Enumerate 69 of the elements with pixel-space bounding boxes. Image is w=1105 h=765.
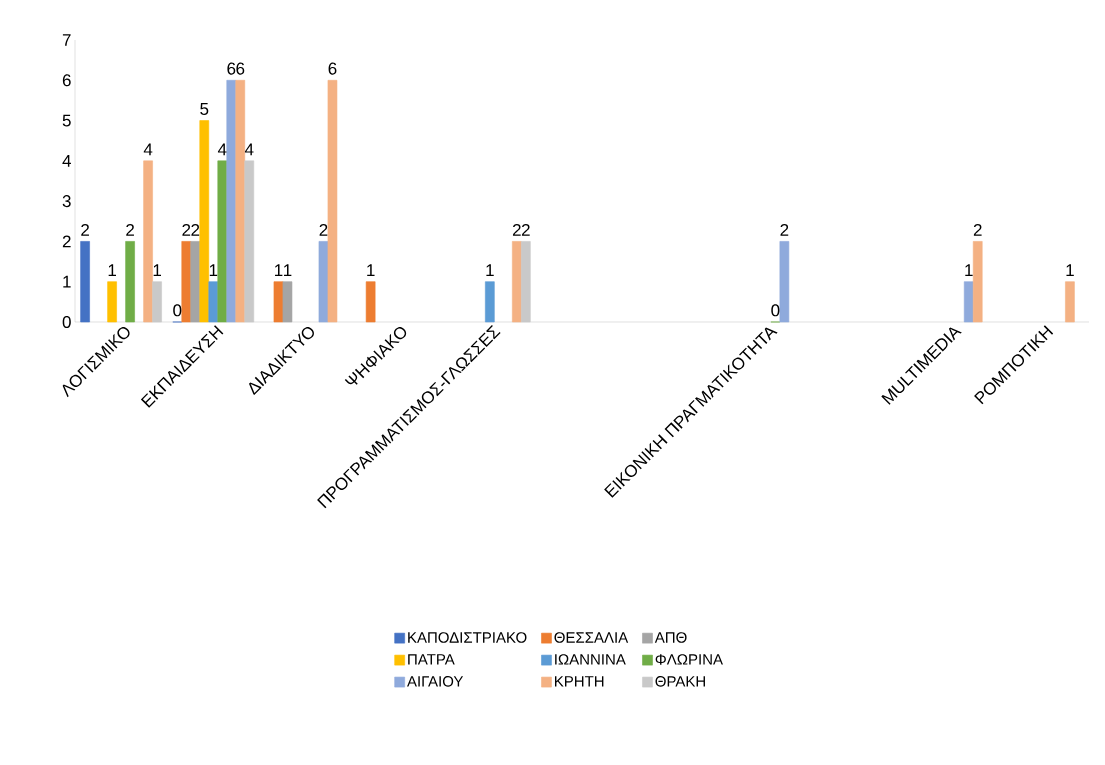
legend-label: ΚΡΗΤΗ [555, 676, 604, 687]
bar [521, 241, 531, 323]
bar [107, 281, 117, 323]
data-label: 1 [108, 264, 116, 277]
legend-label: ΘΕΣΣΑΛΙΑ [554, 632, 629, 643]
data-label: 1 [965, 264, 973, 277]
bar [485, 281, 495, 323]
data-label: 2 [973, 223, 982, 236]
y-tick-label: 6 [62, 74, 71, 87]
bar [190, 241, 201, 323]
bar [282, 281, 293, 323]
data-label: 6 [227, 62, 236, 75]
data-label: 4 [143, 143, 153, 156]
bar [365, 281, 376, 323]
bar [235, 79, 246, 323]
data-label: 1 [153, 264, 161, 277]
y-tick-label: 2 [62, 235, 71, 248]
data-label: 2 [521, 223, 530, 236]
bar [779, 241, 790, 323]
data-label: 2 [182, 223, 191, 236]
data-label: 2 [319, 223, 328, 236]
bar [199, 120, 210, 323]
y-tick-label: 5 [62, 114, 71, 127]
bar [963, 281, 974, 323]
bar [273, 281, 284, 323]
data-label: 1 [367, 264, 375, 277]
bar [226, 79, 237, 323]
data-label: 2 [126, 223, 134, 236]
bar [143, 160, 153, 323]
data-label: 6 [236, 62, 245, 75]
y-tick-label: 4 [62, 155, 71, 167]
data-label: 2 [81, 223, 89, 236]
bar [327, 79, 338, 323]
data-label: 0 [173, 304, 182, 317]
bar [80, 241, 90, 323]
data-label: 6 [328, 62, 337, 75]
legend-label: ΘΡΑΚΗ [655, 676, 705, 687]
bar [512, 241, 522, 323]
y-tick-label: 7 [62, 34, 71, 46]
y-tick-label: 1 [63, 275, 71, 288]
data-label: 1 [284, 264, 292, 277]
bar [972, 241, 983, 323]
bar [1065, 281, 1075, 323]
data-label: 4 [217, 143, 227, 156]
legend-label: ΙΩΑΝΝΙΝΑ [555, 654, 626, 665]
bar [217, 160, 228, 323]
data-label: 1 [486, 264, 494, 277]
legend-label: ΚΑΠΟΔΙΣΤΡΙΑΚΟ [408, 632, 527, 643]
bar [244, 160, 255, 323]
data-label: 2 [512, 223, 521, 236]
data-label: 1 [275, 264, 283, 277]
data-label: 4 [244, 143, 254, 156]
bar [208, 281, 219, 323]
bar [181, 241, 192, 323]
bar [125, 241, 135, 323]
bar [318, 241, 329, 323]
legend-label: ΦΛΩΡΙΝΑ [655, 654, 723, 665]
data-label: 1 [209, 264, 218, 277]
bar [152, 281, 162, 323]
y-tick-label: 0 [62, 315, 71, 329]
legend-label: ΑΠΘ [654, 632, 687, 643]
data-label: 1 [1066, 264, 1074, 277]
data-label: 2 [780, 223, 789, 236]
data-label: 2 [191, 223, 200, 236]
data-label: 0 [771, 304, 780, 317]
legend-label: ΑΙΓΑΙΟΥ [407, 676, 464, 687]
y-tick-label: 3 [62, 195, 71, 208]
legend-label: ΠΑΤΡΑ [408, 654, 455, 665]
data-label: 5 [200, 103, 209, 115]
